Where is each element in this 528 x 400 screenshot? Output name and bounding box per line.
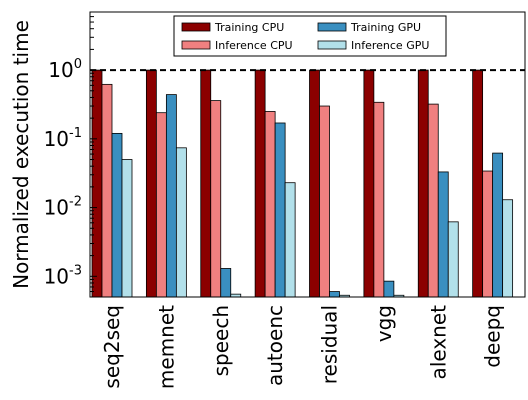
y-tick-label: 100 [48,57,82,82]
legend-label: Inference GPU [351,39,429,52]
y-tick-label: 10-2 [44,195,82,220]
bar-inference-gpu-autoenc [284,182,296,298]
bar-training-cpu-vgg [363,69,375,298]
bar-inference-cpu-seq2seq [101,83,113,298]
x-tick-label: memnet [154,305,178,389]
bar-training-cpu-memnet [145,69,157,298]
bar-training-gpu-vgg [383,280,395,298]
y-tick-label: 10-3 [44,263,82,288]
bar-inference-gpu-memnet [175,147,187,298]
legend-swatch [317,22,347,32]
y-axis-label: Normalized execution time [9,20,33,289]
bar-inference-cpu-speech [210,100,222,298]
bar-inference-gpu-seq2seq [121,159,133,298]
bar-training-gpu-memnet [165,94,177,298]
bar-training-gpu-autoenc [274,122,286,298]
bar-training-cpu-residual [309,69,320,298]
x-tick-label: alexnet [426,305,450,380]
bar-training-gpu-deepq [492,152,504,298]
legend-label: Training GPU [350,21,421,34]
bar-training-cpu-speech [200,69,212,298]
bar-training-cpu-alexnet [417,69,429,298]
x-tick-label: vgg [372,305,396,342]
bar-inference-cpu-alexnet [427,103,439,298]
bar-training-cpu-deepq [472,69,484,298]
legend-label: Inference CPU [215,39,293,52]
bar-inference-cpu-residual [319,105,330,298]
bar-training-cpu-autoenc [254,69,266,298]
legend-swatch [181,22,211,32]
bar-inference-cpu-deepq [482,170,494,298]
bar-inference-cpu-autoenc [264,111,276,298]
x-tick-label: deepq [481,305,505,368]
bar-training-gpu-seq2seq [111,132,123,298]
bar-training-gpu-alexnet [437,171,449,298]
bar-training-gpu-residual [329,291,340,298]
bar-inference-gpu-deepq [502,199,514,298]
bar-training-gpu-speech [220,268,232,298]
bar-inference-cpu-memnet [155,112,167,298]
bar-inference-cpu-vgg [373,101,385,298]
x-tick-label: autoenc [263,305,287,386]
legend-box [173,15,447,57]
y-tick-label: 10-1 [44,126,82,151]
legend-swatch [317,40,347,50]
x-tick-label: residual [318,305,342,384]
x-tick-label: seq2seq [100,305,124,389]
legend-swatch [181,40,211,50]
legend-label: Training CPU [214,21,284,34]
x-tick-label: speech [209,305,233,376]
bar-training-cpu-seq2seq [91,69,103,298]
bar-inference-gpu-alexnet [447,221,459,298]
